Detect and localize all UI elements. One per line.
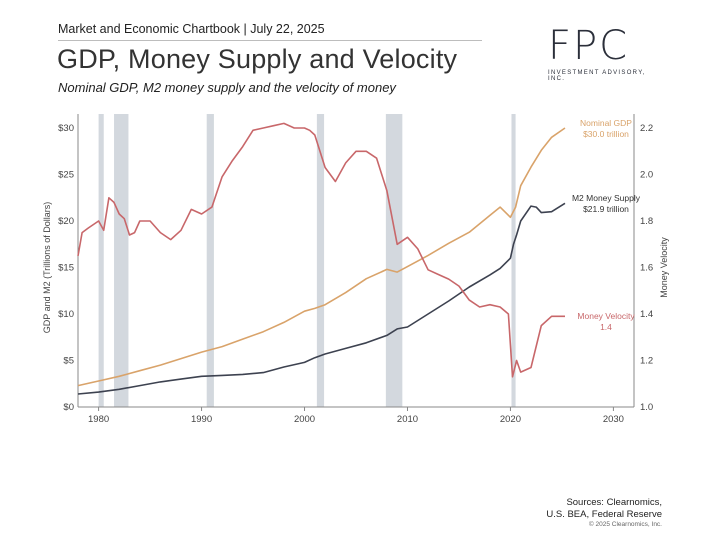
sources-note: Sources: Clearnomics, U.S. BEA, Federal … [546,497,662,521]
sources-line-2: U.S. BEA, Federal Reserve [546,509,662,520]
recession-bar-6 [511,114,516,407]
y-tick-label-20: $20 [58,216,74,227]
x-tick-label-1980: 1980 [88,414,109,425]
x-tick-label-1990: 1990 [191,414,212,425]
annotation-m2-name: M2 Money Supply [572,193,641,203]
chart-subtitle: Nominal GDP, M2 money supply and the vel… [58,80,396,95]
recession-bar-3 [206,114,214,407]
y2-tick-label-1.4: 1.4 [640,309,653,320]
annotation-velocity-value: 1.4 [600,322,612,332]
y-tick-label-15: $15 [58,263,74,274]
y2-tick-label-1.0: 1.0 [640,402,653,413]
recession-bar-1 [98,114,104,407]
recession-bar-4 [316,114,325,407]
y2-tick-label-2.2: 2.2 [640,123,653,134]
annotation-gdp-name: Nominal GDP [580,118,632,128]
y2-tick-label-1.2: 1.2 [640,356,653,367]
y-tick-label-25: $25 [58,170,74,181]
x-tick-label-2030: 2030 [603,414,624,425]
y-tick-label-30: $30 [58,123,74,134]
logo-tagline: INVESTMENT ADVISORY, INC. [548,70,646,82]
copyright-note: © 2025 Clearnomics, Inc. [588,521,662,528]
series-line-m2 [77,202,566,395]
x-tick-label-2000: 2000 [294,414,315,425]
y2-axis-title: Money Velocity [659,237,669,298]
y-tick-label-0: $0 [63,402,74,413]
x-tick-label-2020: 2020 [500,414,521,425]
sources-line-1: Sources: Clearnomics, [566,497,662,508]
annotation-velocity-name: Money Velocity [577,311,635,321]
y-tick-label-10: $10 [58,309,74,320]
annotation-gdp-value: $30.0 trillion [583,129,629,139]
logo-text: FPC [548,23,630,69]
fpc-logo: FPC INVESTMENT ADVISORY, INC. [548,23,658,82]
series-line-velocity [77,122,565,378]
y2-tick-label-1.8: 1.8 [640,216,653,227]
annotation-m2-value: $21.9 trillion [583,204,629,214]
y2-tick-label-1.6: 1.6 [640,263,653,274]
chartbook-header: Market and Economic Chartbook | July 22,… [58,22,325,36]
y-axis-title: GDP and M2 (Trillions of Dollars) [42,202,52,334]
series-line-gdp [77,127,566,387]
header-rule [58,40,482,41]
chart-title: GDP, Money Supply and Velocity [57,44,458,74]
recession-bar-2 [114,114,129,407]
y2-tick-label-2.0: 2.0 [640,170,653,181]
x-tick-label-2010: 2010 [397,414,418,425]
y-tick-label-5: $5 [63,356,74,367]
recession-bar-5 [385,114,403,407]
